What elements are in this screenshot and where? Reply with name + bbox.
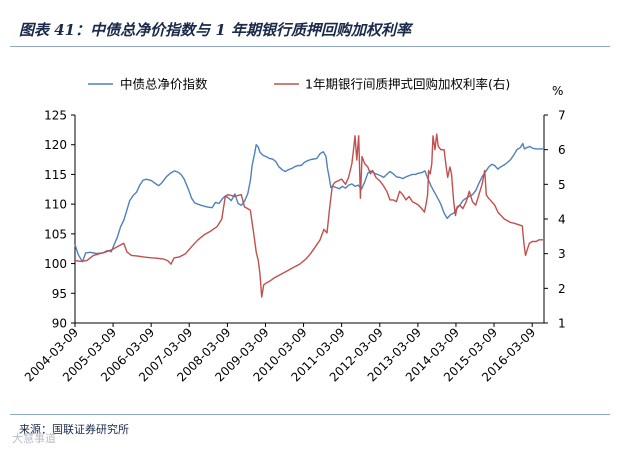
y2-tick-label: 4 [558,213,566,227]
y2-tick-label: 2 [558,282,566,296]
chart-series [74,133,543,298]
y-tick-label: 115 [44,168,67,182]
top-rule [10,46,610,47]
chart-legend: 中债总净价指数 1年期银行间质押式回购加权利率(右) [88,77,510,92]
series-line-repo-rate [74,133,543,298]
y2-axis-unit: % [552,84,563,98]
chart-axes: 90951001051101151201251234567%2004-03-09… [22,84,566,384]
source-note: 来源：国联证券研究所 [19,423,129,436]
watermark: 大慧事道 [12,432,56,445]
y-tick-label: 95 [52,287,67,301]
y2-tick-label: 7 [558,109,566,123]
y-tick-label: 120 [44,138,67,152]
y2-tick-label: 6 [558,143,566,157]
y-tick-label: 100 [44,257,67,271]
y2-tick-label: 1 [558,317,566,331]
y-tick-label: 90 [52,317,67,331]
bottom-rule [10,414,610,415]
y2-tick-label: 5 [558,178,566,192]
legend-item-repo-rate-label: 1年期银行间质押式回购加权利率(右) [305,77,510,92]
y-tick-label: 125 [44,109,67,123]
figure-title: 图表 41：中债总净价指数与 1 年期银行质押回购加权利率 [19,21,411,39]
y-tick-label: 110 [44,198,67,212]
y-tick-label: 105 [44,227,67,241]
y2-tick-label: 3 [558,247,566,261]
legend-item-bond-index-label: 中债总净价指数 [120,77,208,92]
series-line-bond-index [74,142,543,263]
